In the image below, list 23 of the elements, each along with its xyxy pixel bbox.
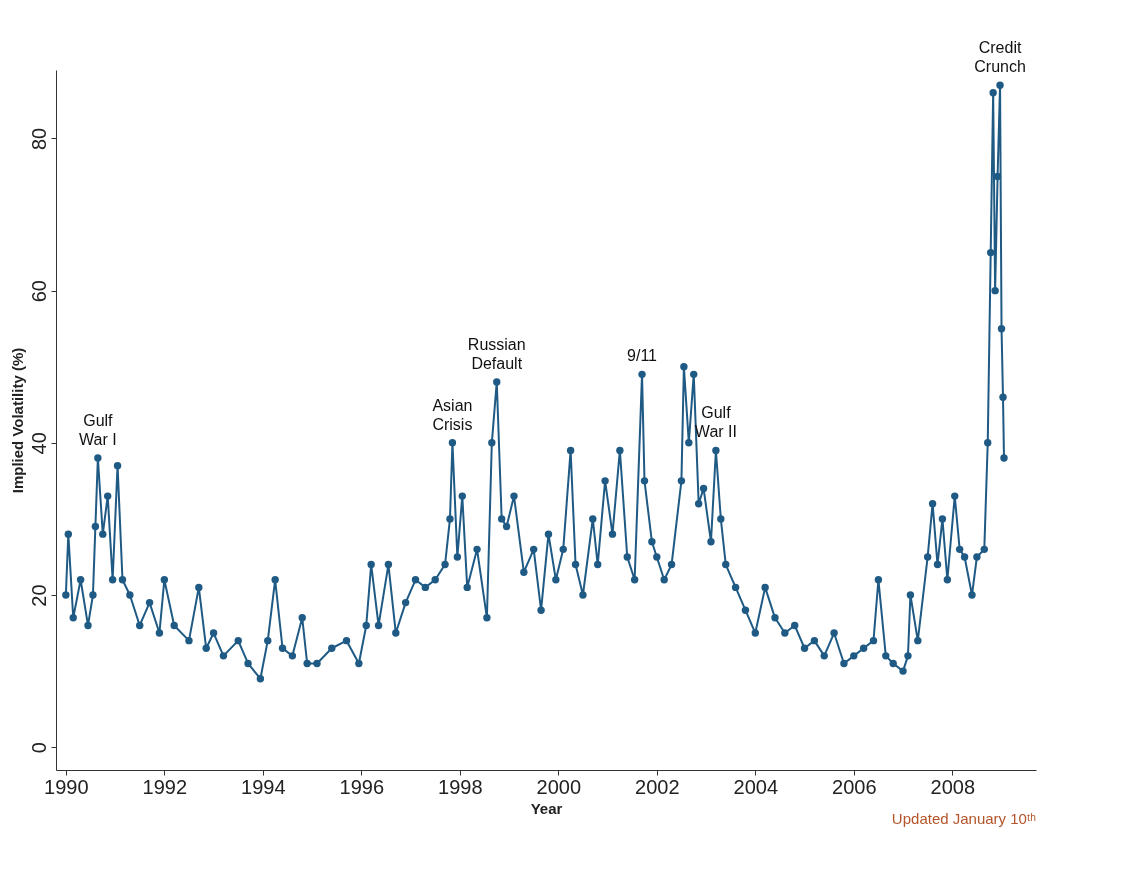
y-tick-label: 20 xyxy=(27,584,50,607)
annotation: Asian Crisis xyxy=(432,396,473,433)
y-tick-label: 60 xyxy=(27,280,50,303)
y-tick-label: 40 xyxy=(27,432,50,455)
annotation: Russian Default xyxy=(467,335,526,372)
x-tick-label: 1998 xyxy=(438,775,483,798)
x-tick-label: 2000 xyxy=(536,775,582,798)
x-tick-label: 1990 xyxy=(44,775,89,798)
annotation: Credit Crunch xyxy=(974,39,1026,76)
x-tick-label: 1992 xyxy=(142,775,188,798)
x-tick-label: 1994 xyxy=(241,775,286,798)
text: Updated January 10ᵗʰ xyxy=(891,810,1037,827)
x-tick-label: 2004 xyxy=(733,775,779,798)
x-tick-label: 1996 xyxy=(339,775,385,798)
x-tick-label: 2008 xyxy=(930,775,976,798)
x-axis-title: Year xyxy=(530,799,563,817)
y-tick-label: 0 xyxy=(27,742,50,754)
y-axis-title: Implied Volatility (%) xyxy=(8,347,26,494)
annotation: Gulf War I xyxy=(79,412,117,449)
x-tick-label: 2006 xyxy=(832,775,877,798)
y-tick-label: 80 xyxy=(27,127,50,151)
x-tick-label: 2002 xyxy=(635,775,680,798)
annotation: 9/11 xyxy=(627,347,658,365)
